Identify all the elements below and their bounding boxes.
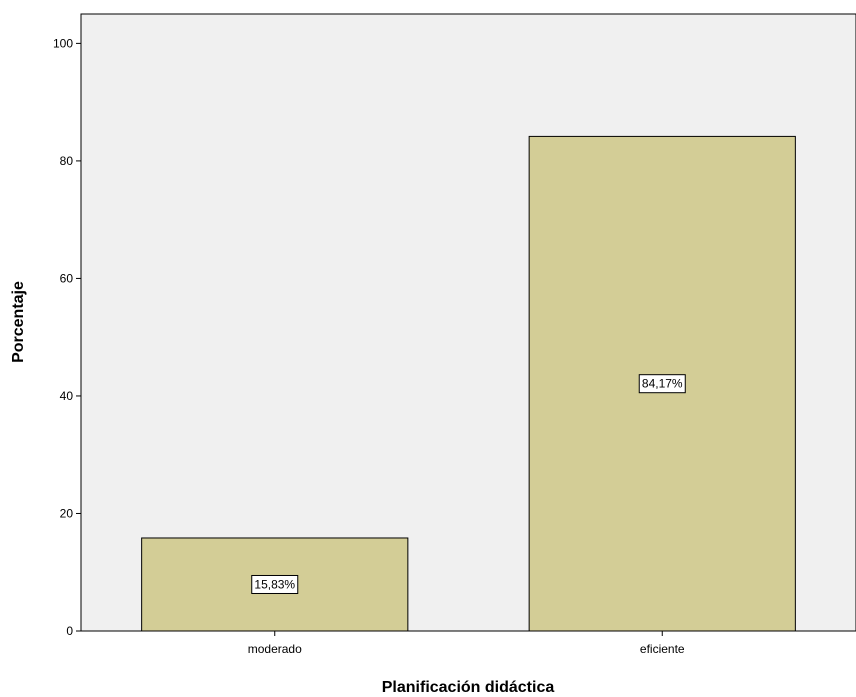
data-label: 84,17%	[642, 377, 683, 391]
y-axis-title: Porcentaje	[10, 281, 27, 363]
x-axis-title: Planificación didáctica	[382, 679, 555, 696]
y-axis: 0 20 40 60 80 100	[53, 36, 81, 638]
y-tick-label: 100	[53, 36, 73, 50]
y-tick-label: 20	[60, 506, 74, 520]
y-tick-label: 0	[66, 624, 73, 638]
data-label-box	[638, 374, 686, 394]
y-tick-label: 80	[60, 154, 74, 168]
y-tick-label: 40	[60, 389, 74, 403]
y-tick-label: 60	[60, 271, 74, 285]
data-label-box	[251, 574, 299, 594]
x-tick-label-eficiente: eficiente	[640, 642, 685, 656]
bars-group: 15,83% 84,17%	[141, 135, 796, 632]
x-tick-label-moderado: moderado	[248, 642, 302, 656]
x-axis: moderado eficiente	[248, 631, 685, 656]
data-label: 15,83%	[254, 577, 295, 591]
